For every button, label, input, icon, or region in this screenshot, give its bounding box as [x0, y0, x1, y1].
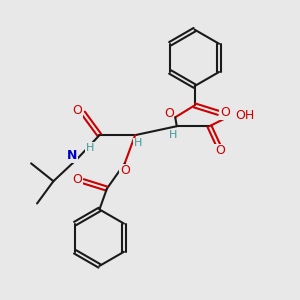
Text: O: O: [72, 173, 82, 186]
Text: O: O: [120, 164, 130, 177]
Text: O: O: [220, 106, 230, 119]
Text: H: H: [85, 142, 94, 153]
Text: O: O: [72, 104, 82, 117]
Text: H: H: [169, 130, 177, 140]
Text: N: N: [67, 149, 77, 162]
Text: O: O: [164, 107, 174, 120]
Text: H: H: [134, 139, 142, 148]
Text: O: O: [215, 144, 225, 158]
Text: OH: OH: [236, 109, 255, 122]
